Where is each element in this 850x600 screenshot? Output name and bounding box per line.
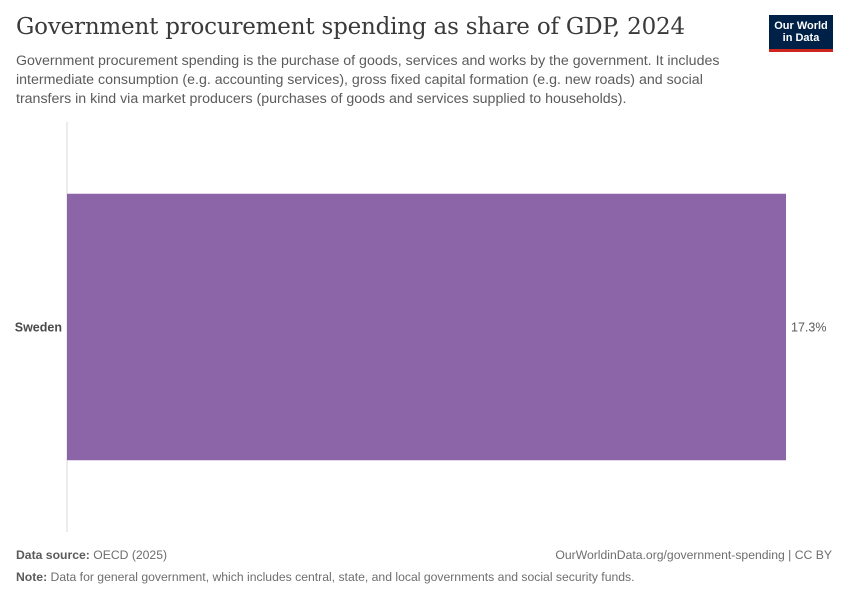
data-source-label: Data source: — [16, 548, 90, 562]
bar-sweden[interactable] — [67, 193, 786, 461]
note-text: Data for general government, which inclu… — [50, 570, 635, 584]
note-label: Note: — [16, 570, 48, 584]
value-label: 17.3% — [791, 321, 826, 335]
data-source: Data source: OECD (2025) — [16, 548, 167, 562]
chart-subtitle: Government procurement spending is the p… — [16, 53, 720, 107]
chart-title: Government procurement spending as share… — [16, 14, 685, 40]
chart-note: Note: Data for general government, which… — [16, 570, 635, 584]
logo-text: Our World in Data — [774, 20, 828, 44]
category-label: Sweden — [15, 321, 62, 335]
data-source-link[interactable]: OECD (2025) — [93, 548, 168, 562]
source-url[interactable]: OurWorldinData.org/government-spending |… — [555, 548, 832, 562]
owid-logo[interactable]: Our World in Data — [769, 15, 833, 52]
